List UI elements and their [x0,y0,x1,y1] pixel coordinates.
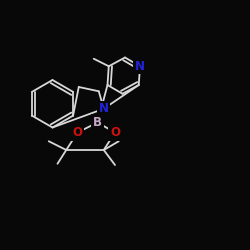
Text: B: B [93,116,102,129]
Text: O: O [72,126,83,139]
Text: O: O [110,126,120,139]
Text: N: N [99,102,109,115]
Text: N: N [135,60,145,73]
